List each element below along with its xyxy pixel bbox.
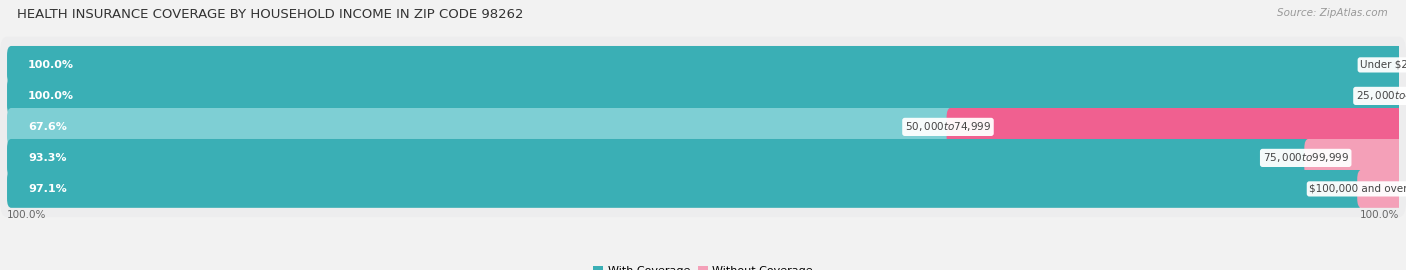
FancyBboxPatch shape	[0, 37, 1406, 93]
Text: $50,000 to $74,999: $50,000 to $74,999	[905, 120, 991, 133]
FancyBboxPatch shape	[0, 161, 1406, 217]
FancyBboxPatch shape	[7, 46, 1399, 84]
Text: 100.0%: 100.0%	[1360, 210, 1399, 220]
FancyBboxPatch shape	[7, 108, 1399, 146]
FancyBboxPatch shape	[7, 139, 1310, 177]
Text: 67.6%: 67.6%	[28, 122, 66, 132]
FancyBboxPatch shape	[7, 77, 1399, 115]
Text: 100.0%: 100.0%	[28, 60, 75, 70]
FancyBboxPatch shape	[0, 68, 1406, 124]
Text: 100.0%: 100.0%	[28, 91, 75, 101]
Text: $100,000 and over: $100,000 and over	[1309, 184, 1406, 194]
Text: Source: ZipAtlas.com: Source: ZipAtlas.com	[1277, 8, 1388, 18]
FancyBboxPatch shape	[0, 130, 1406, 186]
FancyBboxPatch shape	[7, 170, 1362, 208]
Legend: With Coverage, Without Coverage: With Coverage, Without Coverage	[589, 261, 817, 270]
FancyBboxPatch shape	[7, 108, 952, 146]
Text: HEALTH INSURANCE COVERAGE BY HOUSEHOLD INCOME IN ZIP CODE 98262: HEALTH INSURANCE COVERAGE BY HOUSEHOLD I…	[17, 8, 523, 21]
Text: $25,000 to $49,999: $25,000 to $49,999	[1355, 89, 1406, 102]
FancyBboxPatch shape	[946, 108, 1403, 146]
FancyBboxPatch shape	[7, 46, 1403, 84]
FancyBboxPatch shape	[7, 139, 1399, 177]
Text: $75,000 to $99,999: $75,000 to $99,999	[1263, 151, 1348, 164]
FancyBboxPatch shape	[1357, 170, 1403, 208]
Text: Under $25,000: Under $25,000	[1360, 60, 1406, 70]
Text: 97.1%: 97.1%	[28, 184, 66, 194]
FancyBboxPatch shape	[7, 170, 1399, 208]
FancyBboxPatch shape	[1305, 139, 1403, 177]
Text: 93.3%: 93.3%	[28, 153, 66, 163]
Text: 100.0%: 100.0%	[7, 210, 46, 220]
FancyBboxPatch shape	[0, 99, 1406, 155]
FancyBboxPatch shape	[7, 77, 1403, 115]
